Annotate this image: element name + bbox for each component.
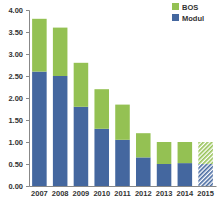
y-tick-label: 4.00 xyxy=(8,6,23,15)
legend-label: BOS xyxy=(182,3,198,12)
legend-swatch xyxy=(172,3,179,10)
bar xyxy=(178,163,193,186)
bar xyxy=(198,164,213,186)
y-tick-label: 3.50 xyxy=(8,28,23,37)
y-tick: 2.00 xyxy=(8,94,29,103)
y-tick-mark xyxy=(26,98,29,99)
y-tick-mark xyxy=(26,54,29,55)
legend-item: Modul xyxy=(172,14,204,23)
y-tick-label: 0.00 xyxy=(8,182,23,191)
legend: BOS Modul xyxy=(172,3,204,23)
x-tick: 2013 xyxy=(156,189,173,198)
x-tick: 2007 xyxy=(31,189,48,198)
x-tick: 2012 xyxy=(135,189,152,198)
y-tick-mark xyxy=(26,10,29,11)
x-tick-label: 2007 xyxy=(31,189,48,198)
x-tick-label: 2014 xyxy=(176,189,194,198)
y-tick-label: 1.00 xyxy=(8,138,23,147)
x-tick: 2008 xyxy=(52,189,69,198)
y-axis: 0.00 0.50 1.00 1.50 2.00 2.50 3.00 3.50 4.00 xyxy=(8,6,29,191)
y-tick: 3.00 xyxy=(8,50,29,59)
y-tick: 1.00 xyxy=(8,138,29,147)
x-tick: 2009 xyxy=(73,189,90,198)
y-tick-label: 0.50 xyxy=(8,160,23,169)
bar xyxy=(94,89,109,129)
y-tick: 2.50 xyxy=(8,72,29,81)
bar xyxy=(157,142,172,164)
y-tick-mark xyxy=(26,164,29,165)
bar xyxy=(32,19,47,72)
legend-item: BOS xyxy=(172,3,198,12)
bar xyxy=(74,107,89,186)
bar xyxy=(136,157,151,186)
x-axis: 2007 2008 20092010 2011 2012 201320142015 xyxy=(30,187,217,199)
x-tick-label: 2015 xyxy=(197,189,214,198)
y-tick-mark xyxy=(26,32,29,33)
y-tick-mark xyxy=(26,120,29,121)
y-tick-mark xyxy=(26,142,29,143)
y-tick: 0.50 xyxy=(8,160,29,169)
bar xyxy=(178,142,193,163)
bars xyxy=(32,19,213,186)
y-tick-label: 3.00 xyxy=(8,50,23,59)
y-axis-line xyxy=(26,11,30,187)
chart: 0.00 0.50 1.00 1.50 2.00 2.50 3.00 3.50 4.00 2007… xyxy=(0,0,220,206)
bar xyxy=(53,28,68,76)
x-tick: 2014 xyxy=(176,189,194,198)
bar xyxy=(115,105,130,140)
x-tick-label: 2010 xyxy=(93,189,110,198)
series xyxy=(32,19,213,164)
bar xyxy=(53,76,68,186)
x-tick-label: 2009 xyxy=(73,189,90,198)
x-tick-label: 2012 xyxy=(135,189,152,198)
bar xyxy=(74,63,89,107)
series xyxy=(32,72,213,186)
y-tick-label: 2.00 xyxy=(8,94,23,103)
x-tick-label: 2011 xyxy=(114,189,130,198)
y-tick-label: 2.50 xyxy=(8,72,23,81)
y-tick: 4.00 xyxy=(8,6,29,15)
x-tick: 2011 xyxy=(114,189,130,198)
x-axis-line xyxy=(30,186,217,187)
y-tick-label: 1.50 xyxy=(8,116,23,125)
bar xyxy=(136,133,151,157)
bar xyxy=(115,140,130,186)
x-tick-label: 2008 xyxy=(52,189,69,198)
bar xyxy=(157,164,172,186)
y-tick: 3.50 xyxy=(8,28,29,37)
y-tick-mark xyxy=(26,186,29,187)
y-tick: 0.00 xyxy=(8,182,29,191)
x-tick: 2015 xyxy=(197,189,214,198)
y-tick: 1.50 xyxy=(8,116,29,125)
bar xyxy=(32,72,47,186)
bar xyxy=(198,142,213,164)
bar xyxy=(94,129,109,186)
y-tick-mark xyxy=(26,76,29,77)
plot: 0.00 0.50 1.00 1.50 2.00 2.50 3.00 3.50 4.00 2007… xyxy=(8,6,216,198)
legend-swatch xyxy=(172,14,179,21)
x-tick-label: 2013 xyxy=(156,189,173,198)
x-tick: 2010 xyxy=(93,189,110,198)
legend-label: Modul xyxy=(182,14,204,23)
